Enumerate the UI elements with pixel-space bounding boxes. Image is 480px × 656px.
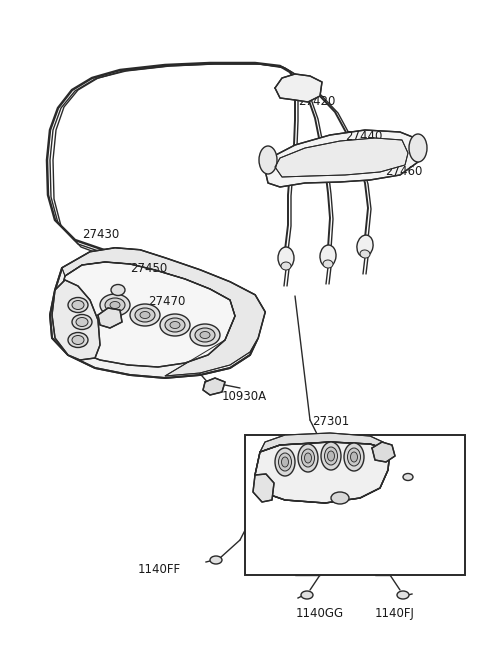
Ellipse shape xyxy=(110,302,120,308)
Ellipse shape xyxy=(403,474,413,480)
Ellipse shape xyxy=(281,262,291,270)
Polygon shape xyxy=(50,248,265,378)
Polygon shape xyxy=(98,308,122,328)
Ellipse shape xyxy=(170,321,180,329)
Ellipse shape xyxy=(281,457,288,467)
Text: 27301: 27301 xyxy=(312,415,349,428)
Polygon shape xyxy=(253,474,274,502)
Ellipse shape xyxy=(357,235,373,257)
Text: 27460: 27460 xyxy=(385,165,422,178)
Ellipse shape xyxy=(327,451,335,461)
Polygon shape xyxy=(55,262,235,367)
Text: 1140FF: 1140FF xyxy=(138,563,181,576)
Polygon shape xyxy=(265,130,420,187)
Text: 27420: 27420 xyxy=(298,95,336,108)
Ellipse shape xyxy=(304,453,312,463)
Ellipse shape xyxy=(72,335,84,344)
Text: 27430: 27430 xyxy=(82,228,119,241)
Ellipse shape xyxy=(111,285,125,295)
Ellipse shape xyxy=(195,328,215,342)
Ellipse shape xyxy=(140,312,150,319)
Text: 1140FZ: 1140FZ xyxy=(393,490,437,503)
Ellipse shape xyxy=(275,448,295,476)
Ellipse shape xyxy=(68,333,88,348)
Text: 27522: 27522 xyxy=(408,465,445,478)
Text: 22444: 22444 xyxy=(368,451,406,464)
Ellipse shape xyxy=(409,134,427,162)
Text: 27470: 27470 xyxy=(148,295,185,308)
Ellipse shape xyxy=(200,331,210,338)
Ellipse shape xyxy=(105,298,125,312)
Ellipse shape xyxy=(320,245,336,267)
Text: 1140FJ: 1140FJ xyxy=(375,607,415,620)
Polygon shape xyxy=(255,442,390,503)
Ellipse shape xyxy=(350,452,358,462)
Ellipse shape xyxy=(190,324,220,346)
Polygon shape xyxy=(260,433,390,452)
Ellipse shape xyxy=(72,314,92,329)
Polygon shape xyxy=(372,442,395,462)
Ellipse shape xyxy=(259,146,277,174)
Ellipse shape xyxy=(278,247,294,269)
Text: 1140GG: 1140GG xyxy=(296,607,344,620)
Polygon shape xyxy=(52,280,100,360)
Ellipse shape xyxy=(298,444,318,472)
Ellipse shape xyxy=(76,318,88,327)
Text: 27440: 27440 xyxy=(345,130,383,143)
Ellipse shape xyxy=(301,449,314,467)
Text: 27367: 27367 xyxy=(322,520,360,533)
Ellipse shape xyxy=(100,294,130,316)
Ellipse shape xyxy=(324,447,337,465)
Polygon shape xyxy=(275,74,322,102)
Ellipse shape xyxy=(68,298,88,312)
Ellipse shape xyxy=(323,260,333,268)
Ellipse shape xyxy=(165,318,185,332)
Ellipse shape xyxy=(301,591,313,599)
Ellipse shape xyxy=(321,442,341,470)
Polygon shape xyxy=(62,248,265,376)
Ellipse shape xyxy=(360,250,370,258)
Ellipse shape xyxy=(348,448,360,466)
Ellipse shape xyxy=(331,492,349,504)
Ellipse shape xyxy=(278,453,291,471)
Ellipse shape xyxy=(135,308,155,322)
Text: 27450: 27450 xyxy=(130,262,167,275)
Polygon shape xyxy=(203,378,225,395)
Ellipse shape xyxy=(344,443,364,471)
Ellipse shape xyxy=(160,314,190,336)
Polygon shape xyxy=(255,442,390,503)
Polygon shape xyxy=(275,138,408,177)
Ellipse shape xyxy=(210,556,222,564)
Ellipse shape xyxy=(130,304,160,326)
Ellipse shape xyxy=(397,591,409,599)
Bar xyxy=(245,435,465,575)
Ellipse shape xyxy=(72,300,84,310)
Text: 10930A: 10930A xyxy=(222,390,267,403)
